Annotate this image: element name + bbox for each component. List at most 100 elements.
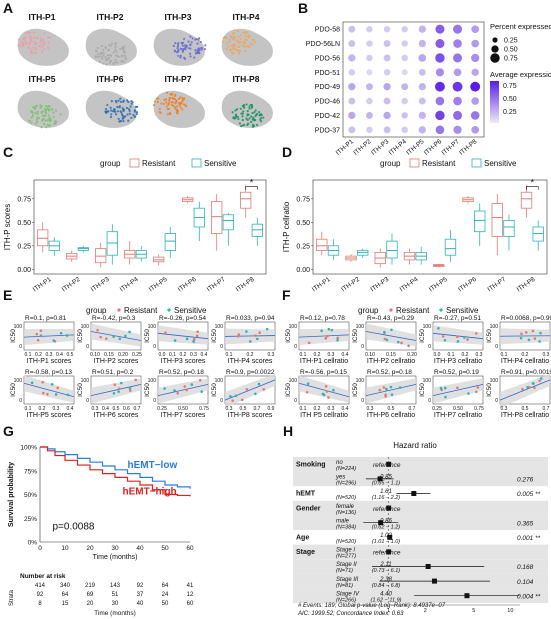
risk-cell: 69 bbox=[87, 592, 94, 598]
umap-cell bbox=[242, 31, 245, 34]
umap-cell bbox=[32, 114, 35, 117]
umap-cell bbox=[123, 45, 126, 48]
color-legend-value: 0.50 bbox=[503, 96, 517, 103]
umap-cell bbox=[108, 54, 111, 57]
panel-letter-G: G bbox=[3, 423, 14, 439]
umap-cell bbox=[30, 121, 33, 124]
data-point bbox=[262, 388, 266, 391]
umap-title: ITH-P5 bbox=[29, 74, 56, 84]
regression-line bbox=[224, 379, 276, 401]
umap-cell bbox=[105, 111, 108, 114]
umap-cell bbox=[127, 100, 130, 104]
umap-cell bbox=[126, 99, 129, 102]
y-tick-label: 0 bbox=[220, 398, 223, 404]
umap-cell bbox=[247, 36, 250, 39]
ci-label: (1.16 − 2.2) bbox=[372, 495, 400, 501]
estimate-label: 2.11 bbox=[379, 562, 391, 568]
umap-cell bbox=[39, 37, 43, 40]
umap-cell bbox=[181, 100, 184, 103]
dot bbox=[471, 25, 480, 34]
umap-cell bbox=[174, 105, 177, 109]
umap-cell bbox=[29, 31, 32, 34]
umap-cell bbox=[35, 41, 38, 44]
umap-cell bbox=[28, 43, 31, 46]
confidence-band bbox=[366, 378, 416, 404]
umap-cell bbox=[120, 60, 123, 63]
data-point bbox=[200, 390, 203, 393]
dot bbox=[453, 68, 462, 77]
confidence-band bbox=[158, 325, 208, 345]
box-body bbox=[474, 210, 486, 233]
regression-line bbox=[365, 331, 417, 341]
dot bbox=[471, 39, 480, 48]
umap-cell bbox=[237, 35, 240, 38]
umap-cell bbox=[181, 50, 184, 53]
data-point bbox=[265, 327, 269, 331]
umap-cell bbox=[241, 118, 244, 122]
legend-key bbox=[389, 308, 393, 312]
ci-label: (0.73 − 6.1) bbox=[372, 568, 400, 574]
umap-cell bbox=[168, 97, 171, 100]
data-point bbox=[385, 387, 388, 391]
box bbox=[48, 237, 60, 257]
box bbox=[37, 222, 49, 253]
umap-cell bbox=[189, 55, 192, 58]
y-tick-label: 100 bbox=[356, 324, 365, 330]
data-point bbox=[234, 394, 238, 398]
data-point bbox=[384, 395, 387, 398]
umap-cell bbox=[110, 113, 113, 116]
umap-cell bbox=[109, 115, 113, 119]
y-tick-label: 0 bbox=[361, 398, 364, 404]
confidence-band bbox=[91, 323, 141, 347]
regression-line bbox=[157, 384, 209, 396]
umap-cell bbox=[106, 103, 109, 107]
dot bbox=[383, 83, 391, 91]
data-point bbox=[164, 331, 167, 335]
regression-line bbox=[298, 334, 350, 338]
umap-cell bbox=[123, 50, 126, 53]
x-axis-label: ITH-P6 scores bbox=[94, 412, 139, 419]
x-tick-label: ITH-P1 bbox=[311, 276, 332, 294]
box bbox=[327, 239, 340, 260]
dot bbox=[348, 97, 356, 105]
data-point bbox=[41, 380, 44, 384]
confidence-band bbox=[24, 375, 74, 403]
umap-cell bbox=[42, 43, 45, 46]
umap-cell bbox=[119, 110, 122, 113]
umap-cell bbox=[231, 111, 234, 114]
umap-cell bbox=[41, 49, 44, 52]
umap-cell bbox=[40, 51, 44, 54]
data-point bbox=[444, 395, 447, 399]
data-point bbox=[240, 398, 244, 402]
umap-cell bbox=[40, 105, 43, 108]
stat-label: R=0.12, p=0.78 bbox=[300, 315, 345, 322]
x-tick-label: 10 bbox=[507, 608, 513, 614]
y-axis-label: IC50 bbox=[77, 383, 84, 397]
y-tick-label: 0.75 bbox=[296, 196, 310, 203]
y-tick-label: 0 bbox=[86, 398, 89, 404]
ci-label: (0.84 − 6.8) bbox=[372, 583, 400, 589]
umap-cell bbox=[232, 37, 235, 40]
data-point bbox=[332, 388, 335, 392]
umap-cell bbox=[113, 110, 116, 113]
umap-cell bbox=[104, 46, 108, 50]
box-body bbox=[491, 203, 503, 237]
umap-cell bbox=[22, 41, 25, 45]
y-axis-label: IC50 bbox=[486, 329, 493, 343]
panel-letter-B: B bbox=[298, 0, 308, 16]
data-point bbox=[439, 386, 443, 390]
umap-cell bbox=[33, 41, 36, 44]
y-tick-label: 0 bbox=[153, 344, 156, 350]
y-tick-label: 100 bbox=[14, 324, 23, 330]
data-point bbox=[527, 338, 531, 342]
data-point bbox=[437, 327, 440, 330]
umap-cell bbox=[27, 31, 30, 34]
y-axis-label: IC50 bbox=[486, 383, 493, 397]
umap-cell bbox=[17, 43, 20, 47]
stat-label: R=-0.26, p=0.54 bbox=[159, 315, 206, 322]
box bbox=[403, 248, 416, 265]
umap-cell bbox=[52, 111, 55, 114]
x-tick-label: 0.0 bbox=[159, 352, 166, 358]
stat-label: R=0.0068, p=0.99 bbox=[501, 315, 551, 322]
